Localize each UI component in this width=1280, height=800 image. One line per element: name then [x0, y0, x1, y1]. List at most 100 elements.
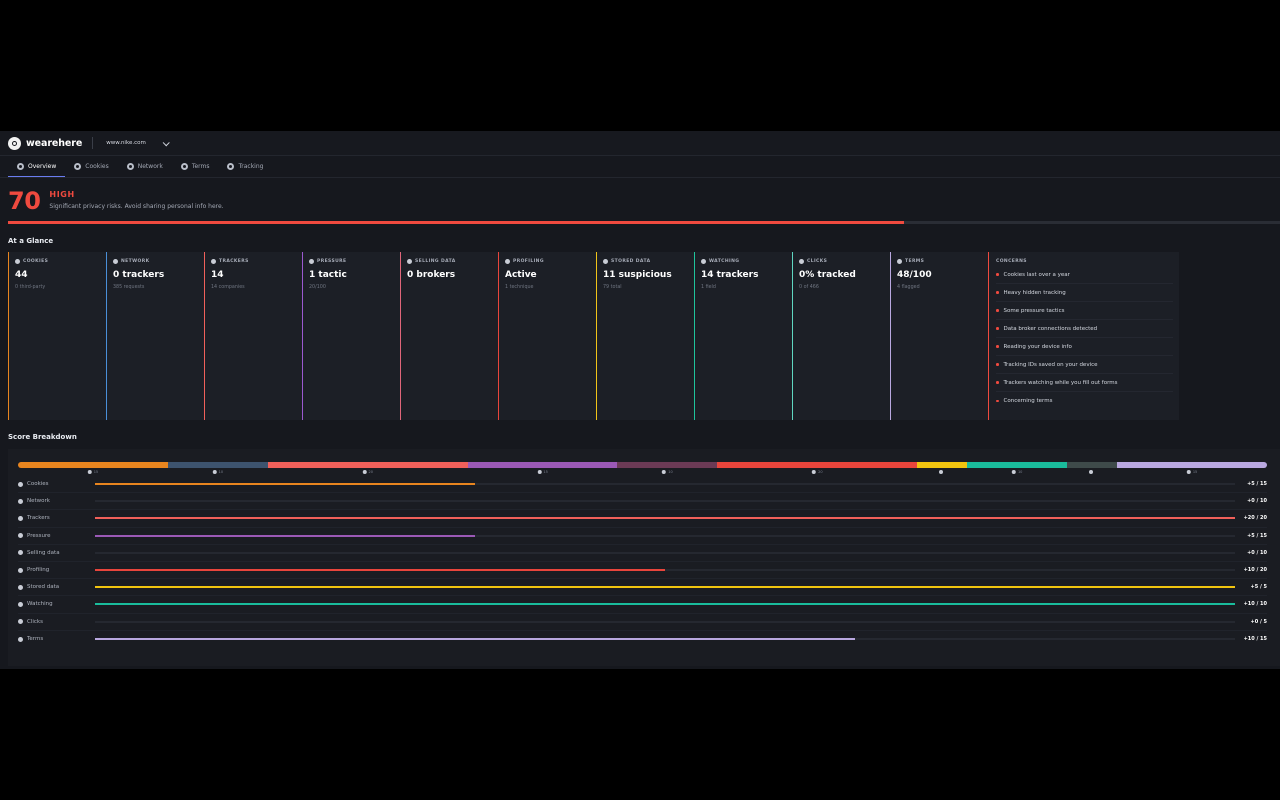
tab-cookies[interactable]: Cookies	[65, 156, 118, 177]
card-subtext: 385 requests	[113, 285, 145, 290]
segment-label: 20	[812, 470, 823, 474]
breakdown-row-terms: Terms +10 / 15	[18, 631, 1267, 648]
row-label: Terms	[18, 636, 95, 642]
score-segment[interactable]	[717, 462, 918, 468]
bullet-icon	[996, 363, 999, 366]
score-segment[interactable]	[917, 462, 968, 468]
divider	[92, 137, 94, 149]
card-header: NETWORK	[113, 259, 204, 264]
category-icon	[18, 533, 23, 539]
segment-icon	[537, 470, 542, 474]
row-score: +10 / 10	[1243, 601, 1267, 608]
glance-card-stored-data[interactable]: STORED DATA 11 suspicious 79 total	[596, 252, 694, 420]
glance-card-selling-data[interactable]: SELLING DATA 0 brokers	[400, 252, 498, 420]
row-track	[95, 551, 1235, 554]
storage-icon	[603, 259, 608, 264]
segment-label: 15	[1186, 470, 1197, 474]
row-name: Cookies	[27, 481, 49, 488]
card-header: WATCHING	[701, 259, 792, 264]
card-value: 0 trackers	[113, 270, 165, 280]
card-label: SELLING DATA	[415, 259, 456, 264]
card-value: 14	[211, 270, 224, 280]
row-track	[95, 569, 1235, 572]
cookie-icon	[74, 163, 82, 170]
score-value: 70	[8, 187, 41, 215]
row-score: +0 / 10	[1247, 498, 1267, 505]
category-icon	[18, 481, 23, 487]
score-segment[interactable]	[1067, 462, 1118, 468]
score-breakdown-panel: 15 10 20 15 10 20 10 15 Cookies +5 / 15 Network +0…	[8, 449, 1280, 666]
stacked-score-bar	[18, 462, 1267, 468]
segment-icon	[1186, 470, 1191, 474]
breakdown-row-trackers: Trackers +20 / 20	[18, 510, 1267, 528]
logo-icon	[8, 136, 21, 150]
concern-text: Concerning terms	[1003, 398, 1053, 404]
card-subtext: 1 technique	[505, 285, 534, 290]
site-select[interactable]: www.nike.com	[101, 136, 173, 151]
row-name: Stored data	[27, 584, 60, 591]
concern-item: Trackers watching while you fill out for…	[996, 374, 1173, 392]
tab-network[interactable]: Network	[118, 156, 172, 177]
glance-card-terms[interactable]: TERMS 48/100 4 flagged	[890, 252, 988, 420]
score-segment[interactable]	[18, 462, 168, 468]
card-value: 44	[15, 270, 28, 280]
category-icon	[18, 550, 23, 556]
glance-card-clicks[interactable]: CLICKS 0% tracked 0 of 466	[792, 252, 890, 420]
score-segment[interactable]	[1117, 462, 1267, 468]
row-label: Clicks	[18, 619, 95, 625]
row-name: Trackers	[27, 515, 50, 522]
card-label: COOKIES	[23, 259, 49, 264]
segment-max: 15	[93, 470, 99, 474]
card-value: 0% tracked	[799, 270, 856, 280]
glance-card-profiling[interactable]: PROFILING Active 1 technique	[498, 252, 596, 420]
bullet-icon	[996, 399, 999, 403]
score-segment[interactable]	[967, 462, 1068, 468]
tab-tracking[interactable]: Tracking	[218, 156, 272, 177]
category-icon	[18, 636, 23, 642]
privacy-score: 70 HIGH Significant privacy risks. Avoid…	[0, 178, 1280, 219]
segment-icon	[939, 470, 944, 474]
segment-icon	[812, 470, 817, 474]
row-label: Stored data	[18, 584, 95, 590]
card-header: TERMS	[897, 259, 988, 264]
row-label: Pressure	[18, 533, 95, 539]
concern-item: Some pressure tactics	[996, 302, 1173, 320]
row-label: Selling data	[18, 550, 95, 556]
glance-card-trackers[interactable]: TRACKERS 14 14 companies	[204, 252, 302, 420]
row-name: Selling data	[27, 549, 60, 556]
row-track	[95, 620, 1235, 623]
score-segment[interactable]	[617, 462, 718, 468]
profile-icon	[505, 259, 510, 264]
tracker-icon	[211, 259, 216, 264]
glance-card-cookies[interactable]: COOKIES 44 0 third-party	[8, 252, 106, 420]
card-value: 48/100	[897, 270, 932, 280]
score-segment[interactable]	[167, 462, 268, 468]
segment-label	[1089, 470, 1095, 474]
segment-labels: 15 10 20 15 10 20 10 15	[18, 470, 1267, 478]
category-icon	[18, 584, 23, 590]
score-segment[interactable]	[467, 462, 618, 468]
score-segment[interactable]	[267, 462, 468, 468]
segment-label: 10	[212, 470, 224, 474]
row-score: +10 / 15	[1243, 636, 1267, 643]
concern-item: Concerning terms	[996, 392, 1173, 410]
card-subtext: 79 total	[603, 285, 622, 290]
tab-overview[interactable]: Overview	[8, 156, 66, 177]
glance-card-watching[interactable]: WATCHING 14 trackers 1 field	[694, 252, 792, 420]
tab-label: Terms	[191, 163, 210, 170]
row-label: Trackers	[18, 515, 95, 521]
row-name: Network	[27, 498, 50, 505]
glance-card-network[interactable]: NETWORK 0 trackers 385 requests	[106, 252, 204, 420]
tab-terms[interactable]: Terms	[172, 156, 219, 177]
concern-text: Trackers watching while you fill out for…	[1003, 379, 1118, 386]
chevron-down-icon	[162, 138, 170, 146]
glance-card-pressure[interactable]: PRESSURE 1 tactic 20/100	[302, 252, 400, 420]
card-label: NETWORK	[121, 259, 150, 264]
row-name: Watching	[27, 601, 53, 608]
card-header: CLICKS	[799, 259, 890, 264]
card-label: CLICKS	[807, 259, 828, 264]
segment-max: 10	[1017, 470, 1023, 474]
card-value: 11 suspicious	[603, 270, 672, 280]
segment-max: 10	[218, 470, 224, 474]
bullet-icon	[996, 273, 999, 276]
